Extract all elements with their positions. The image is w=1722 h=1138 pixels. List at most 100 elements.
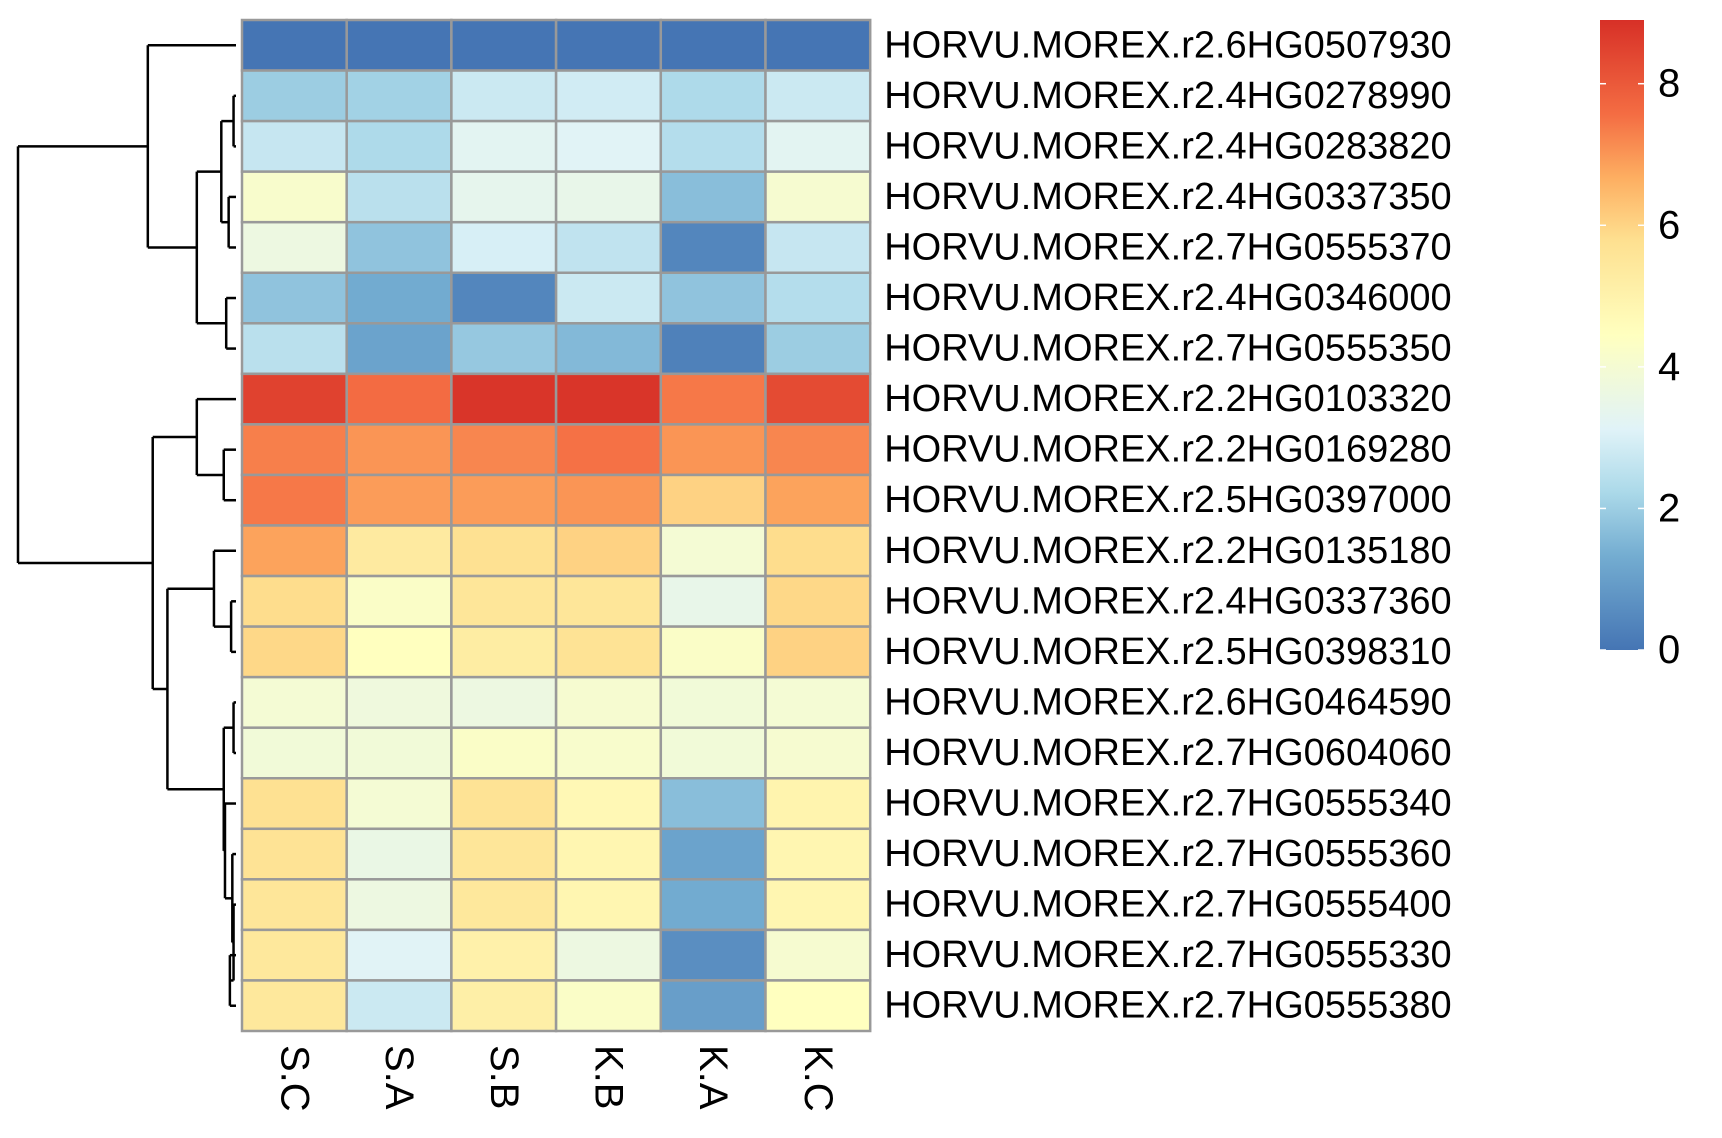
- heatmap-cell: [764, 271, 872, 325]
- heatmap-cell: [764, 625, 872, 679]
- heatmap-cell: [764, 69, 872, 123]
- row-label: HORVU.MOREX.r2.6HG0464590: [884, 681, 1451, 723]
- heatmap-cell: [345, 69, 453, 123]
- heatmap-cell: [345, 423, 453, 477]
- heatmap-cell: [345, 372, 453, 426]
- heatmap-cell: [554, 322, 663, 376]
- row-label: HORVU.MOREX.r2.2HG0135180: [884, 530, 1451, 572]
- heatmap-cell: [450, 878, 558, 932]
- row-label: HORVU.MOREX.r2.4HG0346000: [884, 277, 1451, 319]
- heatmap-cell: [345, 574, 453, 628]
- heatmap-cell: [764, 979, 872, 1033]
- legend-tick-label: 2: [1658, 486, 1680, 530]
- heatmap-cell: [345, 777, 453, 831]
- column-label: S.A: [377, 1045, 421, 1110]
- heatmap-cell: [659, 979, 767, 1033]
- heatmap-cell: [450, 271, 558, 325]
- heatmap-cell: [450, 928, 558, 982]
- row-label: HORVU.MOREX.r2.7HG0555370: [884, 226, 1451, 268]
- heatmap-cell: [450, 473, 558, 527]
- heatmap-cell: [240, 271, 348, 325]
- heatmap-cell: [554, 979, 663, 1033]
- heatmap-cell: [450, 827, 558, 881]
- row-label: HORVU.MOREX.r2.7HG0604060: [884, 732, 1451, 774]
- heatmap-cell: [240, 473, 348, 527]
- row-label: HORVU.MOREX.r2.7HG0555350: [884, 328, 1451, 370]
- row-dendrogram: [16, 44, 236, 1007]
- heatmap-cell: [764, 170, 872, 224]
- heatmap-cell: [450, 777, 558, 831]
- row-label: HORVU.MOREX.r2.4HG0278990: [884, 75, 1451, 117]
- column-label: S.C: [272, 1045, 316, 1112]
- row-label: HORVU.MOREX.r2.6HG0507930: [884, 24, 1451, 66]
- heatmap-cell: [554, 170, 663, 224]
- legend-tick-label: 8: [1658, 62, 1680, 106]
- heatmap-cell: [450, 372, 558, 426]
- heatmap-cell: [345, 928, 453, 982]
- heatmap-cell: [554, 726, 663, 780]
- row-label: HORVU.MOREX.r2.5HG0398310: [884, 631, 1451, 673]
- heatmap-cell: [659, 220, 767, 274]
- heatmap-cell: [345, 170, 453, 224]
- heatmap-cell: [764, 675, 872, 729]
- heatmap-cell: [554, 220, 663, 274]
- heatmap-cell: [450, 18, 558, 72]
- heatmap-cell: [240, 423, 348, 477]
- row-label: HORVU.MOREX.r2.2HG0103320: [884, 378, 1451, 420]
- heatmap-cell: [554, 18, 663, 72]
- heatmap-cell: [240, 878, 348, 932]
- heatmap-cell: [764, 777, 872, 831]
- heatmap-cell: [240, 322, 348, 376]
- heatmap-cell: [345, 220, 453, 274]
- row-label: HORVU.MOREX.r2.4HG0283820: [884, 125, 1451, 167]
- heatmap-cell: [450, 726, 558, 780]
- heatmap-cell: [659, 928, 767, 982]
- heatmap-cell: [240, 220, 348, 274]
- heatmap-cell: [345, 675, 453, 729]
- heatmap-cell: [240, 928, 348, 982]
- heatmap-cell: [554, 473, 663, 527]
- heatmap-cell: [345, 827, 453, 881]
- heatmap-cell: [554, 372, 663, 426]
- legend-tick-label: 0: [1658, 628, 1680, 672]
- heatmap-cell: [345, 322, 453, 376]
- heatmap-cell: [450, 69, 558, 123]
- heatmap-cell: [764, 878, 872, 932]
- heatmap-cell: [764, 726, 872, 780]
- heatmap-cell: [764, 322, 872, 376]
- legend-color-bar: [1600, 20, 1644, 650]
- heatmap-cell: [764, 119, 872, 173]
- heatmap-cell: [659, 473, 767, 527]
- heatmap-cell: [345, 473, 453, 527]
- heatmap-cell: [450, 220, 558, 274]
- heatmap-cell: [450, 170, 558, 224]
- heatmap-cell: [554, 878, 663, 932]
- heatmap-cell: [345, 18, 453, 72]
- heatmap-cell: [450, 574, 558, 628]
- heatmap-cell: [345, 726, 453, 780]
- heatmap-cell: [240, 170, 348, 224]
- heatmap-cell: [240, 827, 348, 881]
- row-label: HORVU.MOREX.r2.7HG0555400: [884, 884, 1451, 926]
- row-label: HORVU.MOREX.r2.7HG0555330: [884, 934, 1451, 976]
- heatmap-cell: [659, 524, 767, 578]
- heatmap-cell: [450, 625, 558, 679]
- heatmap-cell: [554, 827, 663, 881]
- heatmap-cell: [345, 271, 453, 325]
- column-label: S.B: [482, 1045, 526, 1109]
- heatmap-cell: [240, 625, 348, 679]
- heatmap-cell: [345, 979, 453, 1033]
- heatmap-cell: [659, 271, 767, 325]
- heatmap-cell: [659, 372, 767, 426]
- heatmap-cell: [240, 979, 348, 1033]
- heatmap-cell: [554, 423, 663, 477]
- row-label: HORVU.MOREX.r2.4HG0337350: [884, 176, 1451, 218]
- heatmap-cell: [450, 423, 558, 477]
- heatmap-cell: [450, 119, 558, 173]
- row-label: HORVU.MOREX.r2.7HG0555380: [884, 985, 1451, 1027]
- heatmap-cell: [764, 473, 872, 527]
- heatmap-cell: [345, 119, 453, 173]
- heatmap-cell: [240, 119, 348, 173]
- heatmap-cell: [554, 524, 663, 578]
